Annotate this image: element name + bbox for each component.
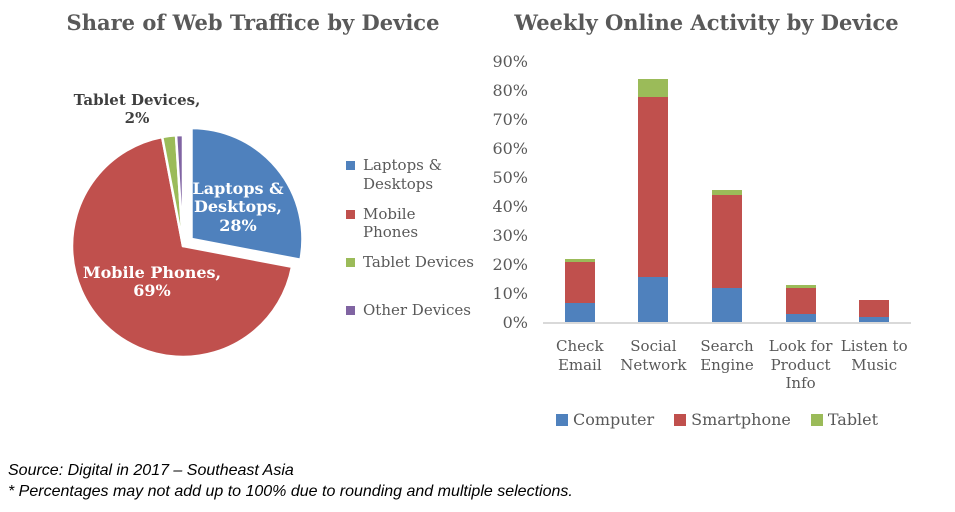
y-axis-tick-label: 20% xyxy=(492,255,528,274)
pie-chart-title: Share of Web Traffice by Device xyxy=(66,10,440,35)
bar-search-engine-tablet xyxy=(712,189,742,196)
y-axis-tick-label: 10% xyxy=(492,284,528,303)
pie-graphic xyxy=(70,126,304,359)
bar-legend: Computer Smartphone Tablet xyxy=(556,411,878,429)
pie-data-label-line: Desktops, xyxy=(194,197,282,216)
pie-data-label-line: Tablet Devices, xyxy=(73,90,201,109)
pie-legend-item-other-devices: Other Devices xyxy=(346,301,475,320)
pie-legend-label: Laptops & Desktops xyxy=(363,156,442,193)
pie-slice-other-devices xyxy=(174,133,185,248)
y-axis-tick-label: 40% xyxy=(492,197,528,216)
bar-chart-section: Weekly Online Activity by Device xyxy=(480,0,955,512)
bar-look-for-product-info-computer xyxy=(785,314,816,323)
pie-data-label-line: 28% xyxy=(219,215,257,235)
pie-legend-label: Other Devices xyxy=(363,301,471,319)
legend-color-swatch xyxy=(810,414,823,426)
footer: Source: Digital in 2017 – Southeast Asia… xyxy=(8,461,908,502)
pie-slice-mobile-phones xyxy=(70,135,294,359)
pie-data-label-line: 2% xyxy=(124,109,150,127)
bar-legend-item-computer: Computer xyxy=(556,411,654,429)
legend-color-swatch xyxy=(346,306,355,315)
bar-social-network-tablet xyxy=(638,79,669,97)
legend-color-swatch xyxy=(346,209,355,219)
bar-legend-label: Computer xyxy=(573,410,655,429)
legend-color-swatch xyxy=(674,414,687,426)
footnote-text: * Percentages may not add up to 100% due… xyxy=(8,482,573,500)
y-axis-tick-label: 30% xyxy=(492,226,528,245)
legend-color-swatch xyxy=(556,414,568,426)
bar-check-email-computer xyxy=(564,302,595,323)
pie-legend-item-tablet-devices: Tablet Devices xyxy=(346,253,475,272)
legend-color-swatch xyxy=(346,161,355,170)
y-axis-tick-label: 60% xyxy=(492,139,528,158)
bar-look-for-product-info-smartphone xyxy=(785,288,816,315)
bar-search-engine-smartphone xyxy=(712,195,742,289)
pie-data-label-line: Laptops & xyxy=(192,178,284,198)
bar-legend-label: Smartphone xyxy=(691,410,791,429)
pie-legend: Laptops & Desktops Mobile Phones Tablet De… xyxy=(344,0,480,400)
bar-legend-item-smartphone: Smartphone xyxy=(674,411,791,429)
bar-legend-label: Tablet xyxy=(827,410,879,429)
pie-data-label-tablet-devices: Tablet Devices, 2% xyxy=(62,91,212,128)
bar-social-network-computer xyxy=(638,276,669,323)
pie-data-label-mobile-phones: Mobile Phones, 69% xyxy=(77,262,227,301)
bar-check-email-smartphone xyxy=(564,262,595,303)
y-axis-tick-label: 90% xyxy=(492,52,528,71)
pie-chart-section: Share of Web Traffice by Device Laptops … xyxy=(62,0,480,400)
y-axis-tick-label: 50% xyxy=(492,168,528,187)
x-axis-category-label: Search Engine xyxy=(700,337,754,374)
bar-check-email-tablet xyxy=(564,259,595,263)
pie-legend-label: Tablet Devices xyxy=(363,253,475,271)
bar-listen-to-music-smartphone xyxy=(859,299,890,318)
bar-look-for-product-info-tablet xyxy=(785,285,816,289)
source-text: Source: Digital in 2017 – Southeast Asia xyxy=(8,462,294,479)
pie-data-label-line: Mobile Phones, xyxy=(82,262,222,282)
bar-legend-item-tablet: Tablet xyxy=(810,410,879,429)
pie-data-label-laptops-desktops: Laptops & Desktops, 28% xyxy=(163,178,313,236)
y-axis-tick-label: 80% xyxy=(492,81,528,100)
bar-chart-title: Weekly Online Activity by Device xyxy=(514,10,899,35)
x-axis-category-label: Check Email xyxy=(556,337,604,374)
x-axis-category-label: Listen to Music xyxy=(840,337,908,374)
pie-legend-label: Mobile Phones xyxy=(363,204,419,242)
pie-slice-laptops-desktops xyxy=(190,126,304,262)
bar-listen-to-music-computer xyxy=(859,317,890,323)
pie-data-label-line: 69% xyxy=(133,281,171,300)
x-axis-line xyxy=(543,322,911,324)
bar-social-network-smartphone xyxy=(638,96,669,277)
bar-search-engine-computer xyxy=(712,288,742,323)
y-axis-tick-label: 0% xyxy=(502,313,528,332)
pie-legend-item-mobile-phones: Mobile Phones xyxy=(346,205,475,242)
pie-legend-item-laptops-desktops: Laptops & Desktops xyxy=(346,156,475,193)
x-axis-category-label: Social Network xyxy=(620,337,687,374)
y-axis-tick-label: 70% xyxy=(492,110,528,129)
legend-color-swatch xyxy=(346,258,355,267)
x-axis-category-label: Look for Product Info xyxy=(768,337,833,392)
